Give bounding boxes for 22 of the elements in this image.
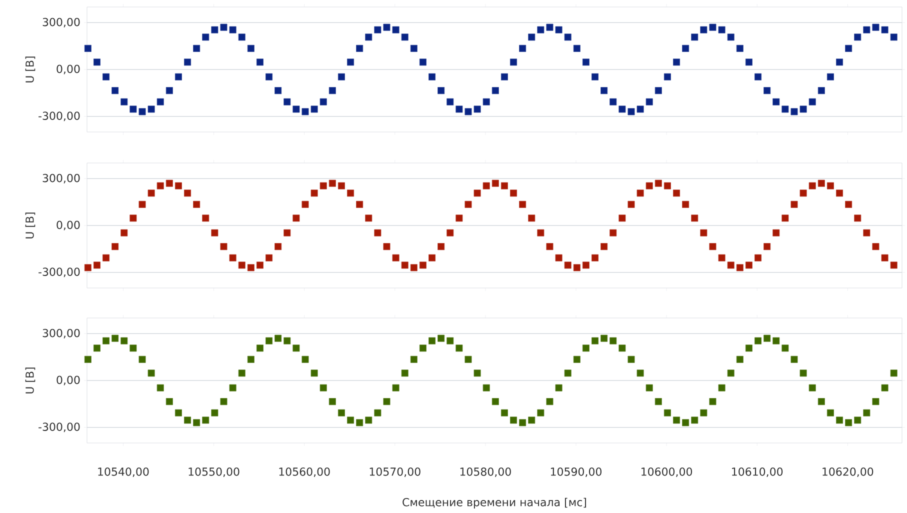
y-tick-label: 0,00 [56, 220, 80, 230]
y-tick-label: 0,00 [56, 64, 80, 74]
y-tick-label: -300,00 [38, 112, 80, 122]
x-tick-label: 10590,00 [550, 468, 602, 477]
y-tick-label: -300,00 [38, 422, 80, 432]
y-axis-title: U [B] [25, 368, 36, 394]
y-tick-label: -300,00 [38, 268, 80, 278]
x-tick-label: 10560,00 [279, 468, 330, 477]
x-tick-label: 10550,00 [188, 468, 240, 477]
y-tick-label: 300,00 [42, 174, 80, 184]
x-tick-label: 10620,00 [822, 468, 874, 477]
y-tick-label: 300,00 [42, 328, 80, 338]
y-tick-label: 0,00 [56, 376, 80, 386]
y-tick-label: 300,00 [42, 18, 80, 28]
y-axis-title: U [B] [25, 56, 36, 82]
x-axis-title: Смещение времени начала [мс] [402, 498, 586, 508]
x-tick-label: 10600,00 [642, 468, 692, 477]
x-tick-label: 10610,00 [732, 468, 783, 477]
x-tick-label: 10570,00 [370, 468, 420, 477]
y-axis-title: U [B] [25, 212, 36, 238]
x-tick-label: 10580,00 [460, 468, 511, 477]
x-tick-label: 10540,00 [98, 468, 149, 477]
